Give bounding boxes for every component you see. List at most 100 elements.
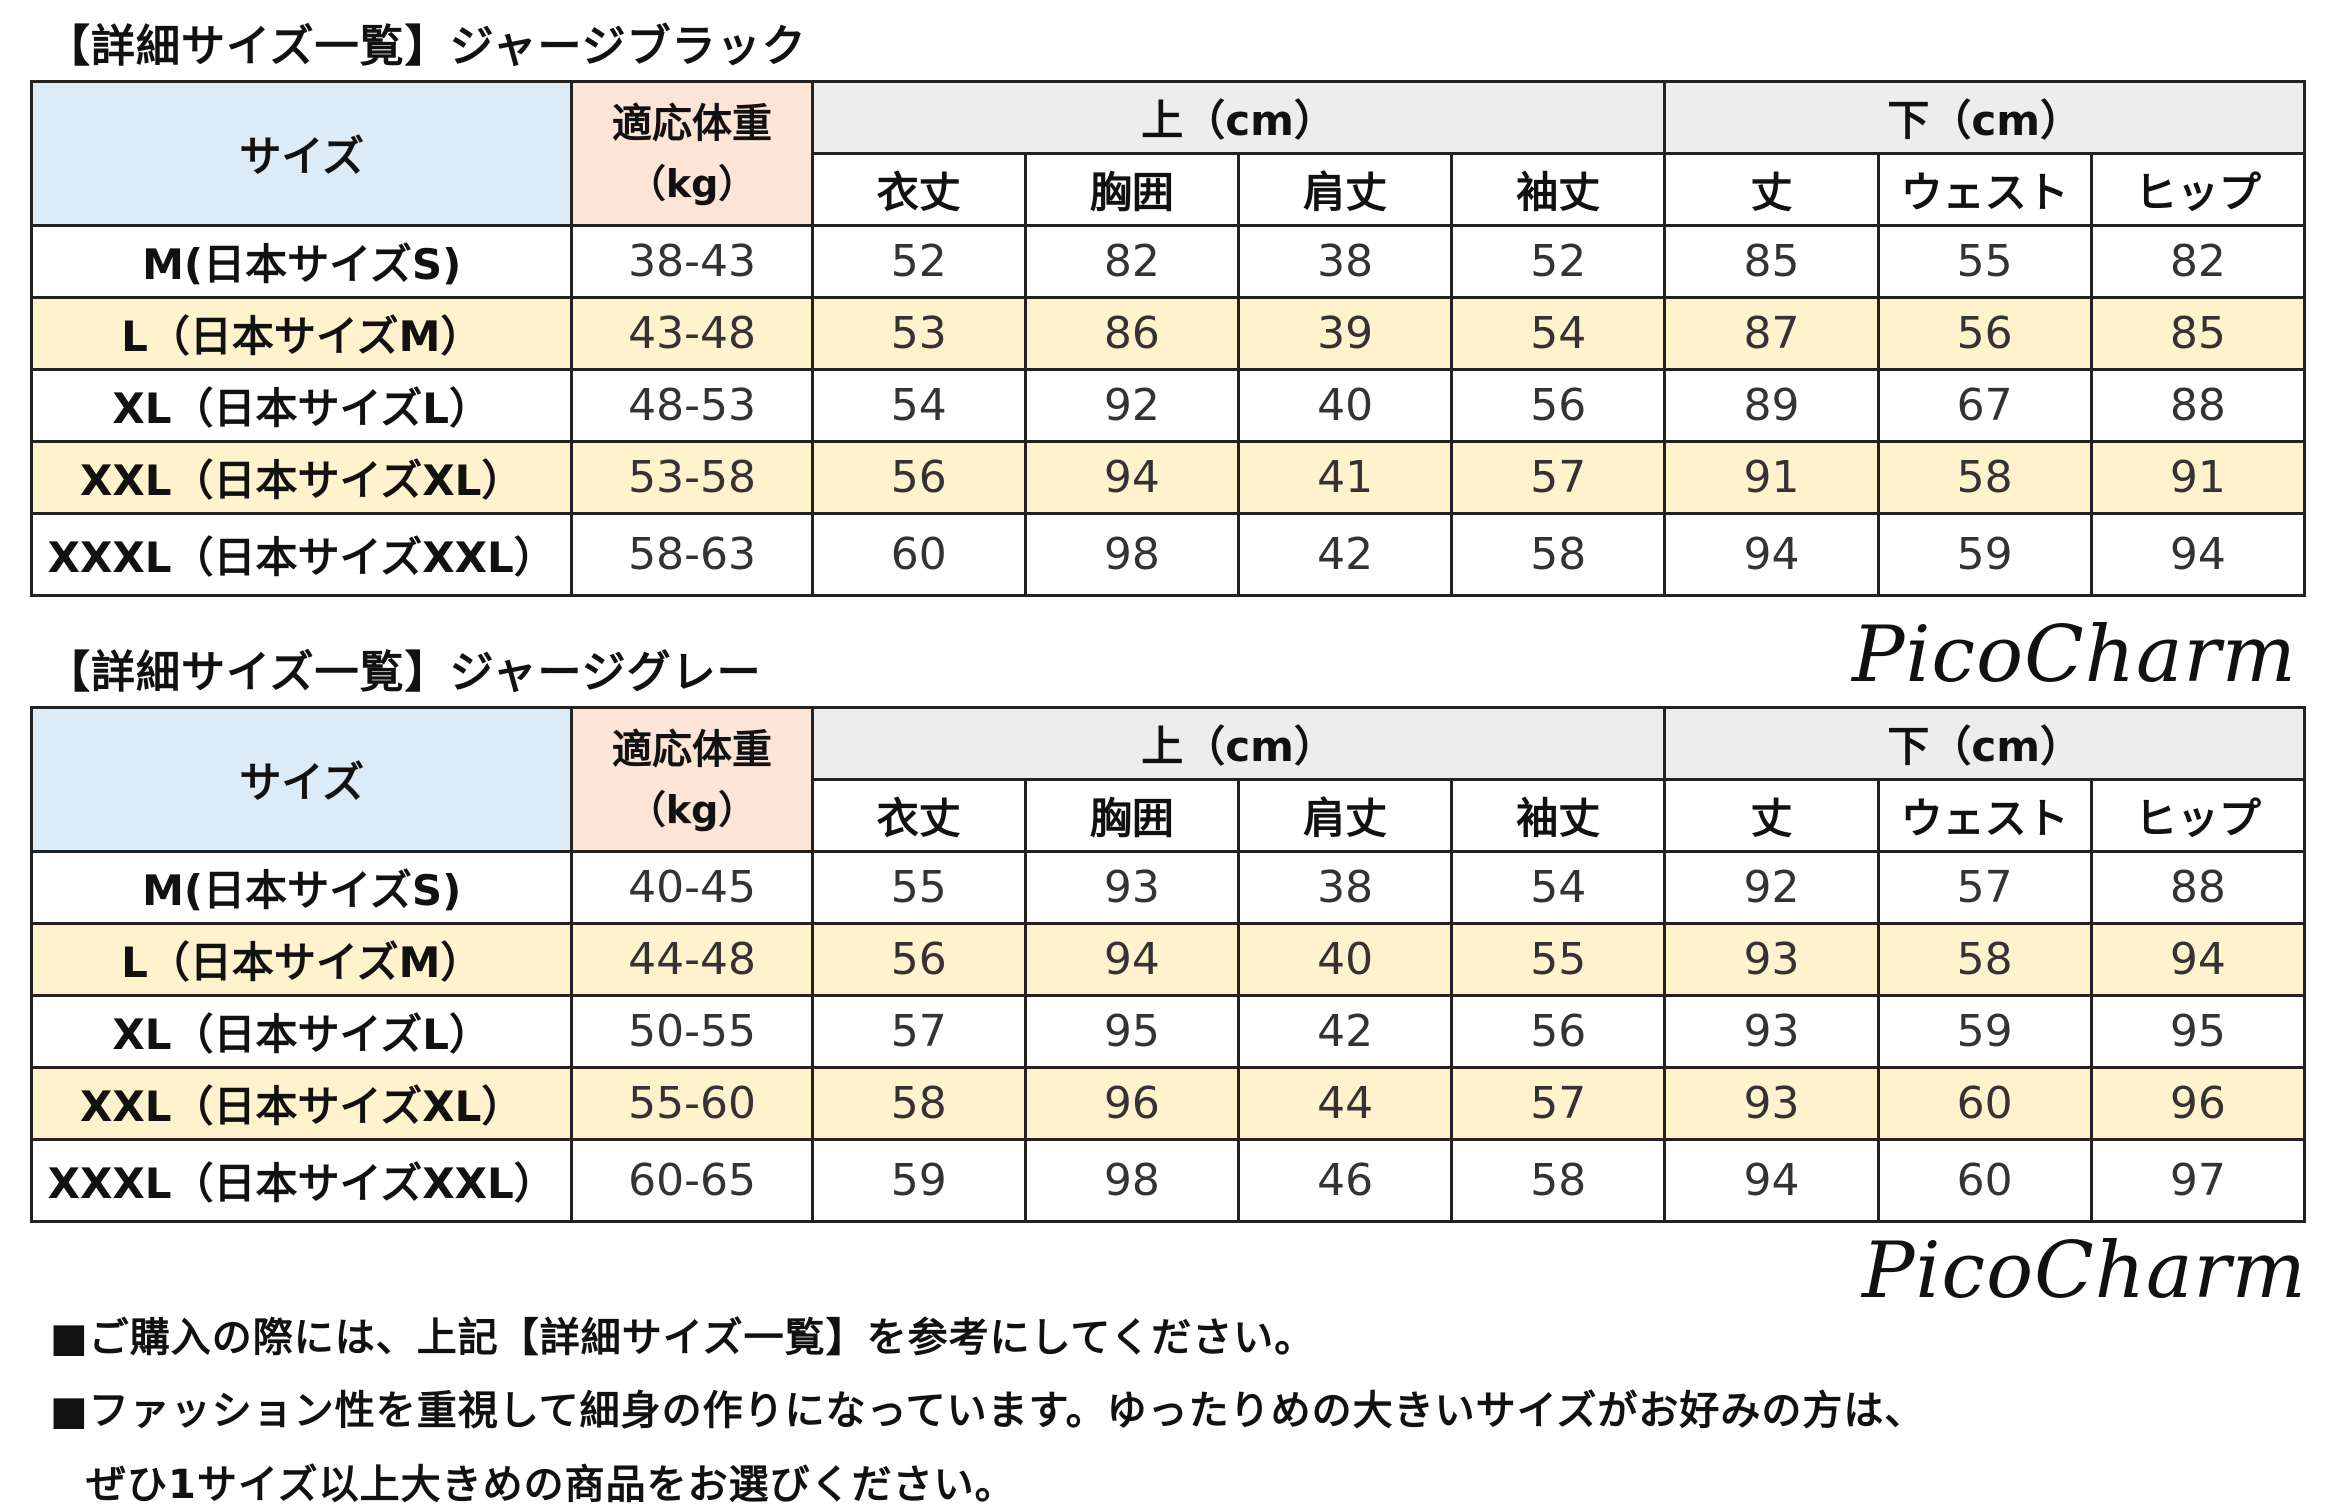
measurement-cell: 94	[1023, 440, 1241, 515]
column-header-length: 衣丈	[810, 778, 1027, 853]
measurement-cell: 58	[1876, 922, 2093, 997]
measurement-cell: 91	[2089, 440, 2307, 515]
measurement-cell: 55	[1450, 922, 1667, 997]
weight-cell: 38-43	[570, 224, 814, 299]
measurement-cell: 54	[810, 368, 1027, 443]
weight-header: 適応体重 （kg）	[570, 80, 814, 227]
measurement-cell: 52	[1450, 224, 1667, 299]
measurement-cell: 58	[1876, 440, 2093, 515]
measurement-cell: 40	[1236, 368, 1454, 443]
size-cell: L（日本サイズM）	[29, 922, 574, 997]
weight-cell: 40-45	[570, 850, 814, 925]
bottom-group-header: 下（cm）	[1663, 80, 2306, 155]
measurement-cell: 55	[810, 850, 1027, 925]
measurement-cell: 91	[1663, 440, 1880, 515]
weight-cell: 43-48	[570, 296, 814, 371]
measurement-cell: 46	[1236, 1138, 1454, 1223]
measurement-cell: 58	[1450, 1138, 1667, 1223]
measurement-cell: 53	[810, 296, 1027, 371]
measurement-cell: 57	[1450, 1066, 1667, 1141]
weight-cell: 60-65	[570, 1138, 814, 1223]
measurement-cell: 38	[1236, 224, 1454, 299]
weight-cell: 50-55	[570, 994, 814, 1069]
size-cell: M(日本サイズS)	[29, 850, 574, 925]
size-cell: M(日本サイズS)	[29, 224, 574, 299]
fit-note: ■ファッション性を重視して細身の作りになっています。ゆったりめの大きいサイズがお…	[50, 1388, 1926, 1434]
measurement-cell: 56	[1876, 296, 2093, 371]
measurement-cell: 42	[1236, 512, 1454, 597]
measurement-cell: 41	[1236, 440, 1454, 515]
table-row: XXXL（日本サイズXXL） 58-63 60 98 42 58 94 59 94	[29, 512, 2307, 597]
measurement-cell: 85	[1663, 224, 1880, 299]
weight-header-unit: （kg）	[627, 161, 757, 206]
measurement-cell: 85	[2089, 296, 2307, 371]
measurement-cell: 93	[1663, 994, 1880, 1069]
table-row: L（日本サイズM） 44-48 56 94 40 55 93 58 94	[29, 922, 2307, 997]
measurement-cell: 56	[1450, 368, 1667, 443]
fit-note-continued: ぜひ1サイズ以上大きめの商品をお選びください。	[86, 1462, 1016, 1508]
measurement-cell: 87	[1663, 296, 1880, 371]
picocharm-logo: PicoCharm	[1862, 1226, 2307, 1316]
size-table-black: サイズ 適応体重 （kg） 上（cm） 下（cm） 衣丈 胸囲 肩丈 袖丈 丈 …	[29, 80, 2307, 597]
size-cell: XL（日本サイズL）	[29, 368, 574, 443]
measurement-cell: 93	[1663, 1066, 1880, 1141]
measurement-cell: 67	[1876, 368, 2093, 443]
column-header-hip: ヒップ	[2089, 152, 2307, 227]
table-title-gray: 【詳細サイズ一覧】ジャージグレー	[46, 647, 762, 698]
weight-cell: 48-53	[570, 368, 814, 443]
size-header: サイズ	[29, 80, 574, 227]
purchase-note: ■ご購入の際には、上記【詳細サイズ一覧】を参考にしてください。	[50, 1315, 1316, 1361]
column-header-chest: 胸囲	[1023, 152, 1241, 227]
measurement-cell: 98	[1023, 1138, 1241, 1223]
table-body-black: M(日本サイズS) 38-43 52 82 38 52 85 55 82 L（日本サイズM） 43-…	[29, 224, 2307, 597]
picocharm-logo: PicoCharm	[1852, 610, 2297, 700]
table-row: M(日本サイズS) 40-45 55 93 38 54 92 57 88	[29, 850, 2307, 925]
column-header-hip: ヒップ	[2089, 778, 2307, 853]
measurement-cell: 54	[1450, 850, 1667, 925]
table-body-gray: M(日本サイズS) 40-45 55 93 38 54 92 57 88 L（日本サイズM） 44-…	[29, 850, 2307, 1223]
weight-cell: 55-60	[570, 1066, 814, 1141]
table-title-black: 【詳細サイズ一覧】ジャージブラック	[46, 21, 807, 72]
weight-cell: 53-58	[570, 440, 814, 515]
top-group-header: 上（cm）	[810, 80, 1667, 155]
measurement-cell: 88	[2089, 368, 2307, 443]
measurement-cell: 92	[1663, 850, 1880, 925]
weight-header-label: 適応体重	[612, 726, 773, 773]
size-cell: L（日本サイズM）	[29, 296, 574, 371]
measurement-cell: 39	[1236, 296, 1454, 371]
column-header-sleeve: 袖丈	[1450, 152, 1667, 227]
weight-header: 適応体重 （kg）	[570, 706, 814, 853]
table-row: XL（日本サイズL） 50-55 57 95 42 56 93 59 95	[29, 994, 2307, 1069]
measurement-cell: 97	[2089, 1138, 2307, 1223]
size-cell: XXXL（日本サイズXXL）	[29, 1138, 574, 1223]
measurement-cell: 58	[1450, 512, 1667, 597]
measurement-cell: 58	[810, 1066, 1027, 1141]
weight-header-label: 適応体重	[612, 100, 773, 147]
measurement-cell: 60	[810, 512, 1027, 597]
measurement-cell: 96	[1023, 1066, 1241, 1141]
measurement-cell: 94	[2089, 512, 2307, 597]
table-row: XXL（日本サイズXL） 55-60 58 96 44 57 93 60 96	[29, 1066, 2307, 1141]
table-row: XXL（日本サイズXL） 53-58 56 94 41 57 91 58 91	[29, 440, 2307, 515]
measurement-cell: 42	[1236, 994, 1454, 1069]
size-table-gray: サイズ 適応体重 （kg） 上（cm） 下（cm） 衣丈 胸囲 肩丈 袖丈 丈 …	[29, 706, 2307, 1223]
measurement-cell: 98	[1023, 512, 1241, 597]
top-group-header: 上（cm）	[810, 706, 1667, 781]
measurement-cell: 60	[1876, 1066, 2093, 1141]
measurement-cell: 54	[1450, 296, 1667, 371]
table-row: XL（日本サイズL） 48-53 54 92 40 56 89 67 88	[29, 368, 2307, 443]
measurement-cell: 93	[1023, 850, 1241, 925]
column-header-sleeve: 袖丈	[1450, 778, 1667, 853]
measurement-cell: 82	[1023, 224, 1241, 299]
measurement-cell: 96	[2089, 1066, 2307, 1141]
measurement-cell: 56	[1450, 994, 1667, 1069]
column-header-chest: 胸囲	[1023, 778, 1241, 853]
measurement-cell: 88	[2089, 850, 2307, 925]
measurement-cell: 44	[1236, 1066, 1454, 1141]
measurement-cell: 94	[2089, 922, 2307, 997]
measurement-cell: 40	[1236, 922, 1454, 997]
measurement-cell: 93	[1663, 922, 1880, 997]
weight-cell: 58-63	[570, 512, 814, 597]
column-header-length: 衣丈	[810, 152, 1027, 227]
weight-cell: 44-48	[570, 922, 814, 997]
